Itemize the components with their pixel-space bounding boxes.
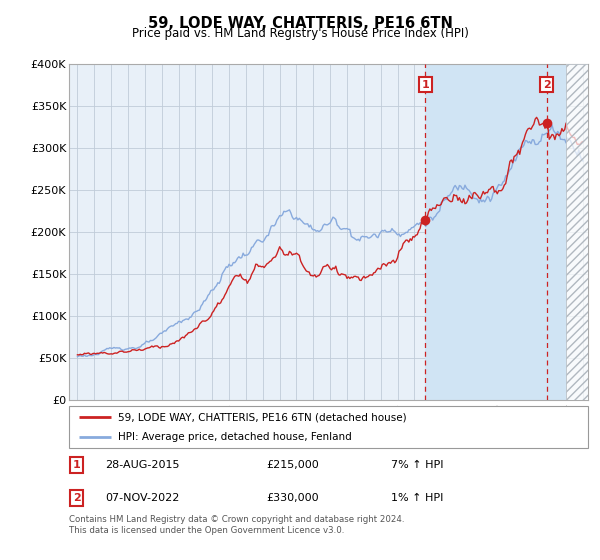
Text: 07-NOV-2022: 07-NOV-2022	[106, 493, 180, 503]
Text: £330,000: £330,000	[266, 493, 319, 503]
Bar	[425, 64, 566, 400]
Bar	[566, 64, 588, 400]
Text: Price paid vs. HM Land Registry's House Price Index (HPI): Price paid vs. HM Land Registry's House …	[131, 27, 469, 40]
FancyBboxPatch shape	[69, 406, 588, 448]
Text: 59, LODE WAY, CHATTERIS, PE16 6TN (detached house): 59, LODE WAY, CHATTERIS, PE16 6TN (detac…	[118, 412, 407, 422]
Text: 7% ↑ HPI: 7% ↑ HPI	[391, 460, 443, 470]
Text: 2: 2	[73, 493, 80, 503]
Text: £215,000: £215,000	[266, 460, 319, 470]
Text: 1: 1	[422, 80, 429, 90]
Text: 59, LODE WAY, CHATTERIS, PE16 6TN: 59, LODE WAY, CHATTERIS, PE16 6TN	[148, 16, 452, 31]
Text: 2: 2	[543, 80, 551, 90]
Text: HPI: Average price, detached house, Fenland: HPI: Average price, detached house, Fenl…	[118, 432, 352, 442]
Text: Contains HM Land Registry data © Crown copyright and database right 2024.
This d: Contains HM Land Registry data © Crown c…	[69, 515, 404, 535]
Bar	[566, 64, 588, 400]
Text: 28-AUG-2015: 28-AUG-2015	[106, 460, 180, 470]
Text: 1% ↑ HPI: 1% ↑ HPI	[391, 493, 443, 503]
Text: 1: 1	[73, 460, 80, 470]
